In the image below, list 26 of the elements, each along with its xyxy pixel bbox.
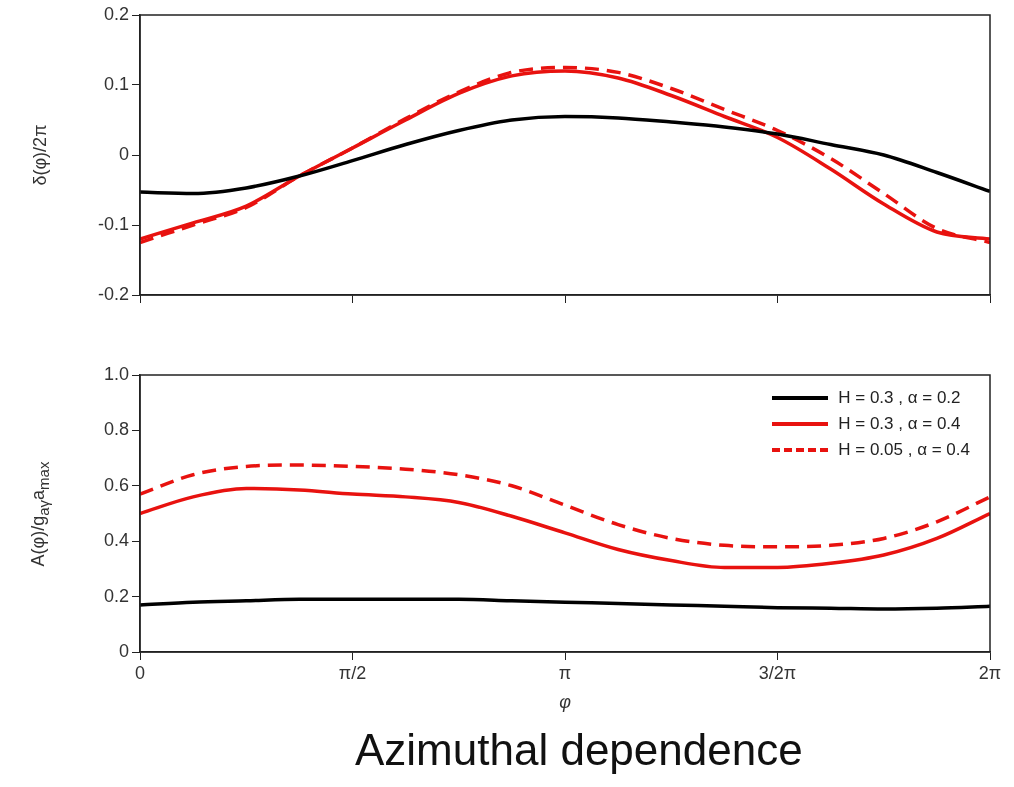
line-series [140,597,990,611]
x-tick-label: 2π [978,662,1002,683]
y-tick-label: 0.2 [103,3,129,24]
y-axis-title: δ(φ)/2π [29,124,51,186]
y-tick-label: 0.8 [103,419,129,440]
x-tick-label: π/2 [338,662,367,683]
legend-label: H = 0.05 , α = 0.4 [838,440,970,460]
y-tick-label: -0.2 [97,283,129,304]
y-tick-label: 0 [118,143,129,164]
line-series [140,486,990,570]
line-series [140,463,990,549]
line-series [140,114,990,196]
y-tick-label: 1.0 [103,363,129,384]
x-axis-title: φ [559,692,571,713]
y-tick-label: 0.4 [103,530,129,551]
y-tick-label: 0.1 [103,73,129,94]
y-tick-label: 0 [118,640,129,661]
y-tick-label: -0.1 [97,213,129,234]
legend-label: H = 0.3 , α = 0.2 [838,388,961,408]
x-tick-label: 0 [134,662,146,683]
text: Azimuthal dependence [355,725,803,775]
legend-label: H = 0.3 , α = 0.4 [838,414,961,434]
x-tick-label: 3/2π [758,662,797,683]
y-tick-label: 0.2 [103,585,129,606]
y-tick-label: 0.6 [103,474,129,495]
x-tick-label: π [558,662,572,683]
